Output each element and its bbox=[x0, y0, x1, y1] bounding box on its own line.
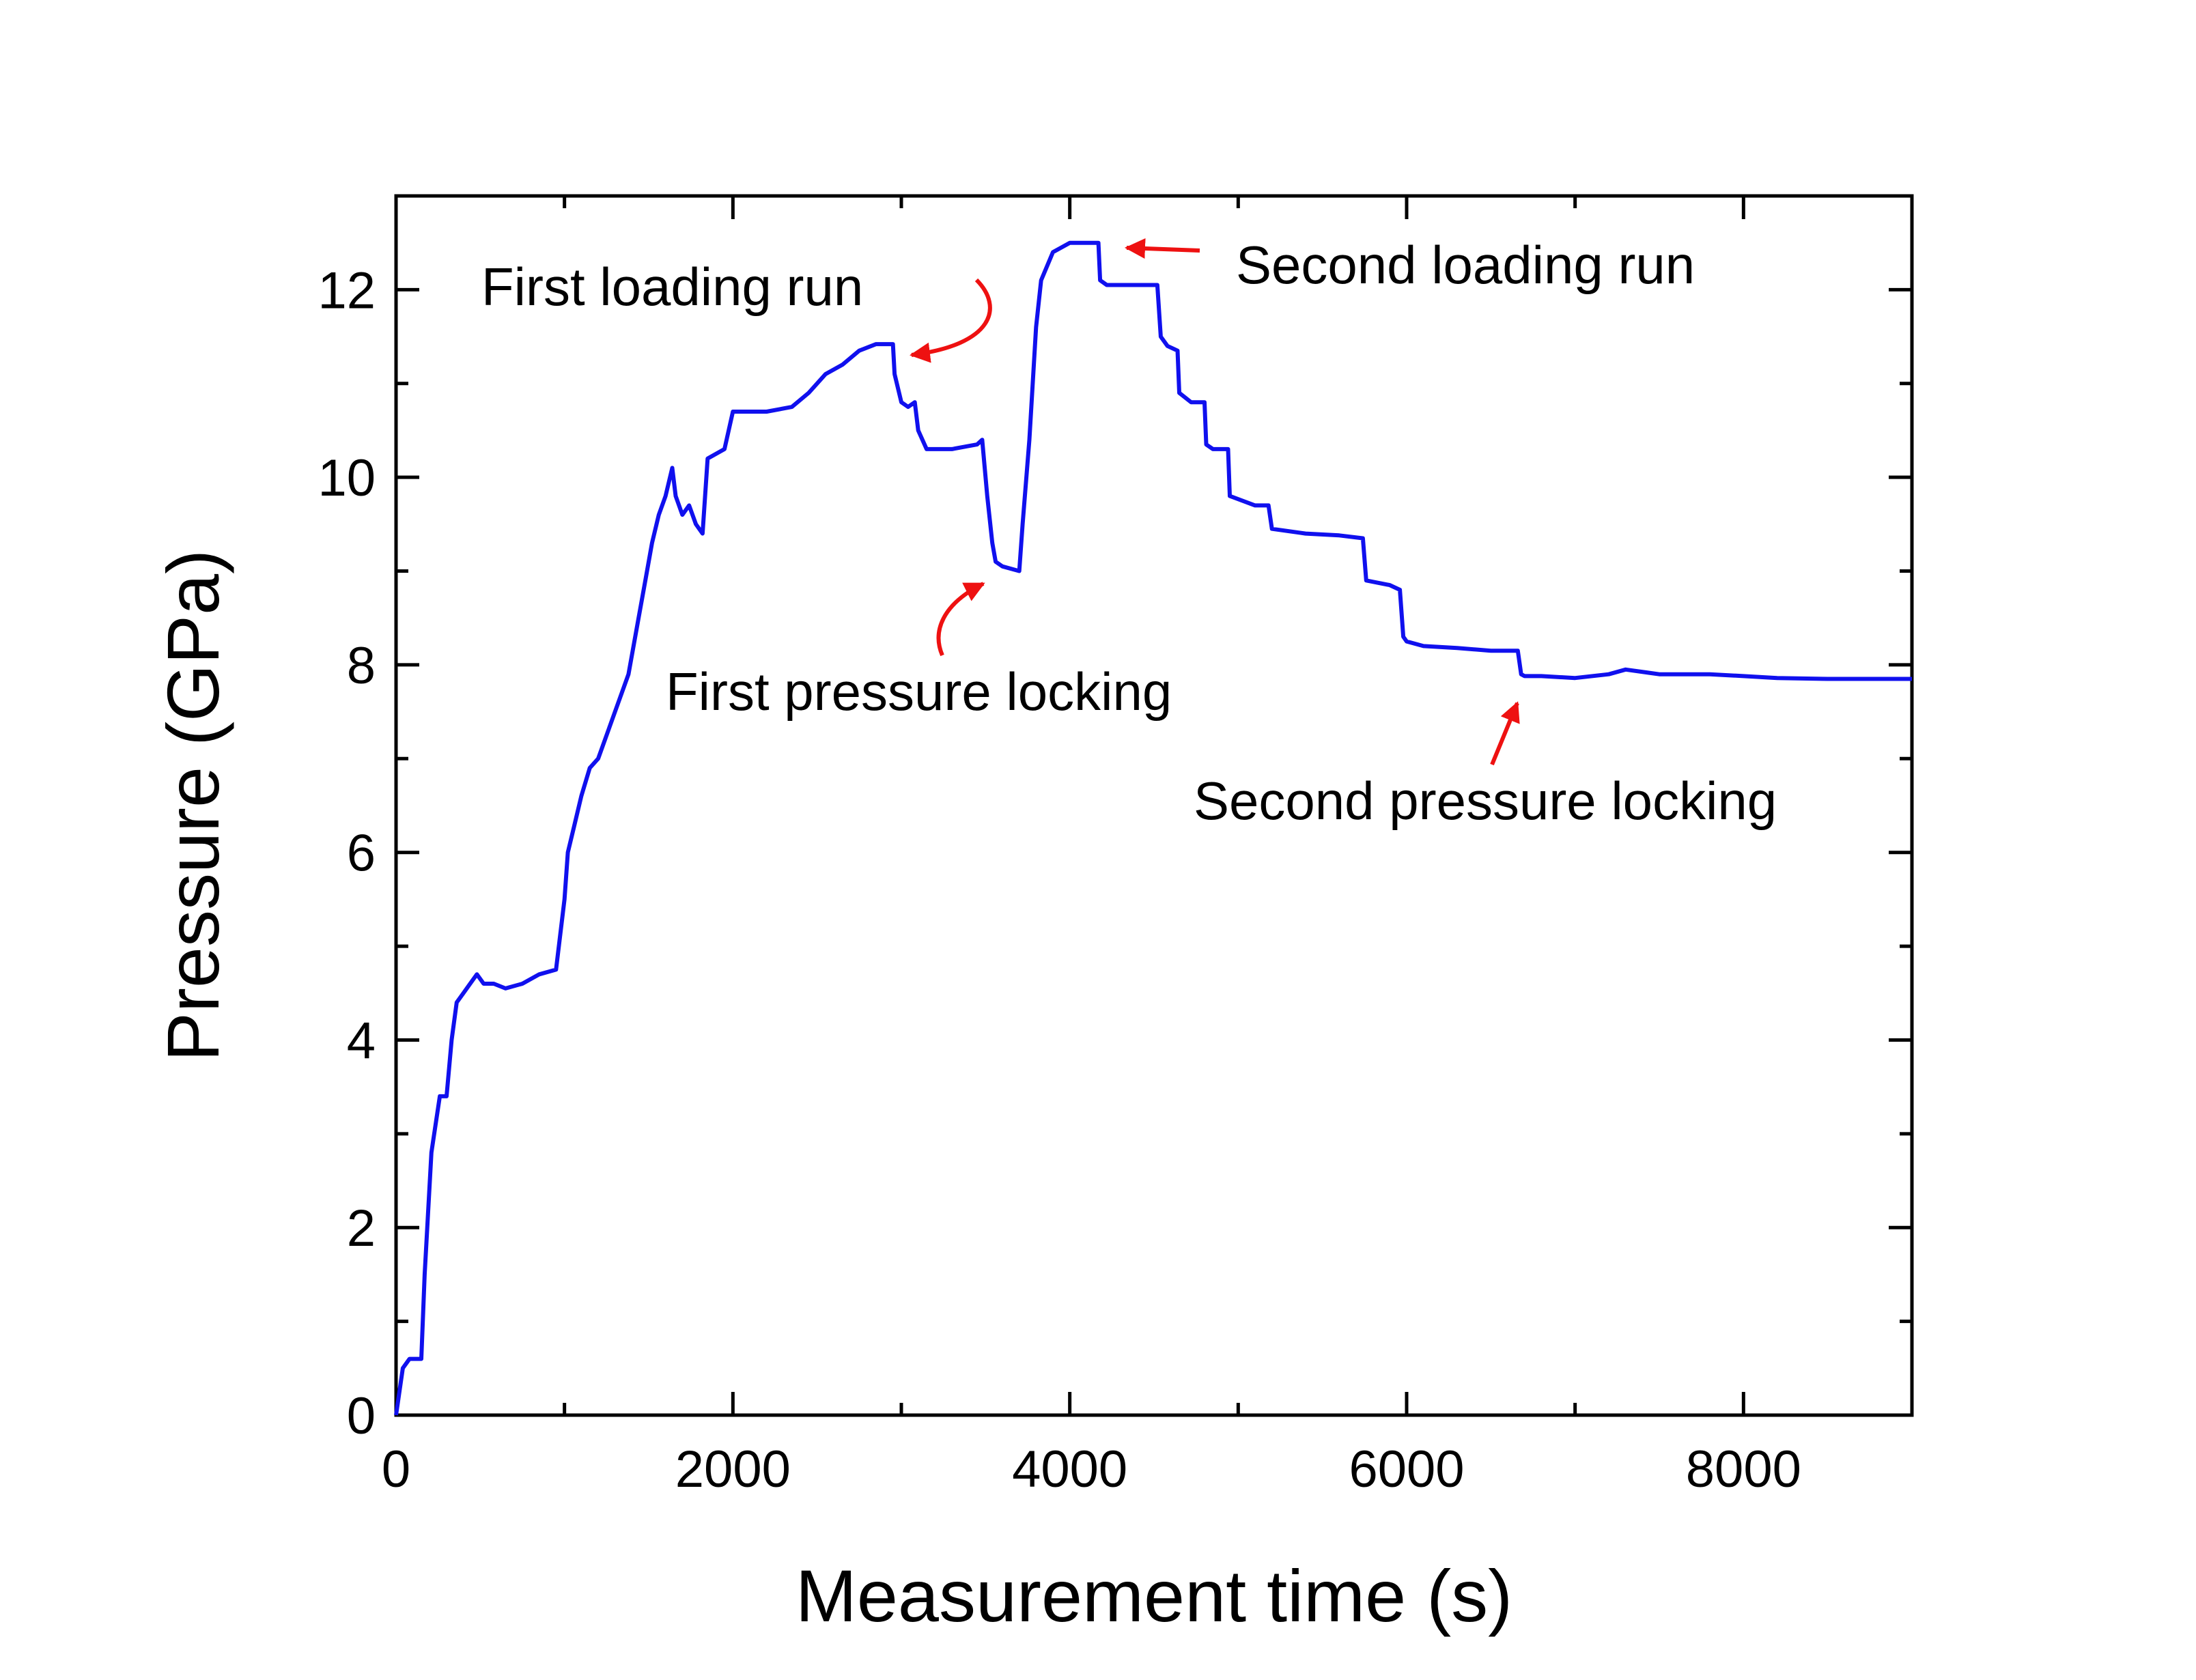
arrow-second-loading-run bbox=[1125, 238, 1200, 259]
x-tick-label: 2000 bbox=[675, 1440, 791, 1498]
x-tick-labels: 0 2000 4000 6000 8000 bbox=[382, 1440, 1801, 1498]
axis-ticks bbox=[394, 194, 1914, 1417]
arrow-second-pressure-locking bbox=[1490, 701, 1520, 766]
y-tick-label: 2 bbox=[347, 1199, 376, 1257]
y-tick-label: 10 bbox=[318, 449, 376, 507]
y-tick-label: 4 bbox=[347, 1012, 376, 1070]
arrow-first-loading-run bbox=[910, 278, 992, 363]
plot-frame bbox=[394, 194, 1914, 1417]
x-tick-label: 8000 bbox=[1686, 1440, 1801, 1498]
y-tick-label: 12 bbox=[318, 261, 376, 319]
annotation-first-loading-run: First loading run bbox=[481, 257, 863, 317]
y-tick-labels: 0 2 4 6 8 10 12 bbox=[318, 261, 376, 1445]
arrow-first-pressure-locking bbox=[936, 582, 985, 657]
x-tick-label: 0 bbox=[382, 1440, 410, 1498]
y-tick-label: 8 bbox=[347, 637, 376, 695]
x-axis-title: Measurement time (s) bbox=[796, 1554, 1512, 1637]
y-tick-label: 6 bbox=[347, 825, 376, 883]
y-axis-title: Pressure (GPa) bbox=[152, 550, 234, 1062]
annotation-first-pressure-locking: First pressure locking bbox=[666, 661, 1172, 722]
x-tick-label: 4000 bbox=[1012, 1440, 1127, 1498]
y-tick-label: 0 bbox=[347, 1387, 376, 1445]
x-tick-label: 6000 bbox=[1349, 1440, 1464, 1498]
annotation-second-loading-run: Second loading run bbox=[1236, 235, 1695, 295]
pressure-series-line bbox=[394, 240, 1912, 1416]
annotation-second-pressure-locking: Second pressure locking bbox=[1194, 771, 1777, 831]
